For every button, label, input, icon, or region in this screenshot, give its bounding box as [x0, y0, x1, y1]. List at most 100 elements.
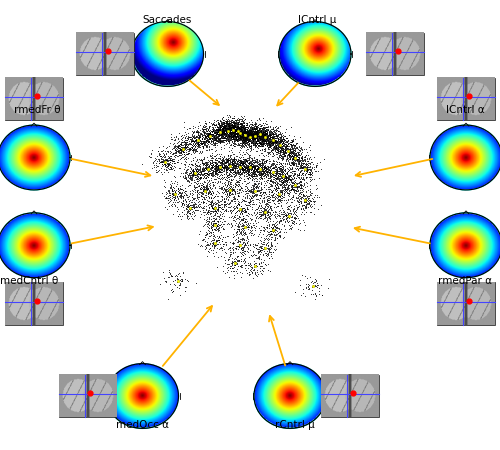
Point — [246, 135, 254, 143]
Point — [271, 140, 279, 147]
Point — [228, 207, 236, 215]
Point — [230, 120, 238, 127]
Point — [264, 136, 272, 143]
Point — [265, 143, 273, 150]
Point — [241, 125, 249, 132]
Point — [166, 188, 173, 195]
Point — [207, 120, 215, 127]
Point — [232, 171, 240, 179]
Point — [218, 171, 226, 179]
Point — [232, 242, 240, 249]
Point — [279, 150, 287, 158]
Point — [266, 133, 274, 140]
Point — [260, 148, 268, 155]
Point — [243, 121, 251, 128]
Point — [200, 127, 208, 135]
Point — [241, 123, 249, 130]
Point — [184, 206, 192, 213]
Point — [245, 160, 253, 167]
Point — [222, 119, 230, 126]
Point — [278, 156, 285, 163]
Point — [219, 135, 227, 142]
Point — [230, 173, 238, 180]
Point — [303, 156, 311, 163]
Point — [248, 120, 256, 127]
Point — [293, 155, 301, 162]
Point — [207, 161, 215, 168]
Point — [224, 177, 232, 184]
Point — [293, 196, 301, 203]
Point — [223, 156, 231, 163]
Point — [276, 175, 284, 182]
Point — [246, 267, 254, 274]
Point — [193, 189, 201, 196]
Point — [255, 207, 263, 214]
Point — [194, 140, 202, 147]
Point — [252, 171, 260, 179]
Point — [212, 172, 220, 180]
Point — [250, 163, 258, 170]
Point — [212, 132, 220, 139]
Point — [238, 132, 246, 139]
Point — [235, 213, 243, 220]
Point — [236, 137, 244, 144]
Point — [158, 160, 166, 167]
Point — [181, 146, 189, 153]
Point — [264, 231, 272, 238]
Point — [177, 146, 185, 153]
Point — [194, 122, 202, 130]
Point — [294, 146, 302, 153]
Point — [288, 158, 296, 166]
Point — [252, 128, 260, 135]
Point — [220, 240, 228, 248]
Point — [232, 126, 239, 133]
Point — [273, 182, 281, 189]
Point — [181, 188, 189, 195]
Point — [264, 254, 272, 261]
Point — [198, 181, 206, 189]
Point — [258, 140, 266, 147]
Point — [270, 230, 278, 237]
Point — [231, 131, 239, 138]
Point — [177, 150, 185, 157]
Point — [178, 134, 186, 141]
Point — [225, 175, 233, 182]
Point — [208, 161, 216, 168]
Point — [226, 123, 234, 130]
Point — [210, 129, 218, 136]
Point — [285, 186, 293, 194]
Point — [245, 135, 253, 143]
Point — [236, 133, 244, 140]
Point — [297, 199, 305, 206]
Point — [191, 136, 199, 144]
Point — [168, 155, 176, 162]
Point — [220, 130, 228, 137]
Point — [204, 202, 212, 209]
Point — [222, 163, 230, 170]
Point — [203, 209, 211, 216]
Point — [210, 129, 218, 136]
Point — [292, 151, 300, 158]
Point — [216, 122, 224, 129]
Point — [168, 162, 175, 169]
Point — [223, 133, 231, 140]
Point — [208, 204, 216, 212]
Point — [182, 196, 190, 203]
Point — [238, 133, 246, 140]
Point — [252, 131, 260, 139]
Point — [230, 160, 238, 167]
Point — [238, 131, 246, 139]
Point — [244, 185, 252, 192]
Point — [256, 214, 264, 221]
Point — [210, 135, 218, 142]
Point — [230, 240, 237, 247]
Point — [162, 160, 170, 167]
Point — [268, 189, 276, 196]
Point — [212, 214, 220, 221]
Point — [226, 184, 234, 191]
Point — [258, 137, 266, 144]
Point — [174, 143, 182, 150]
Point — [243, 248, 251, 255]
Point — [268, 168, 276, 176]
Point — [246, 188, 254, 195]
